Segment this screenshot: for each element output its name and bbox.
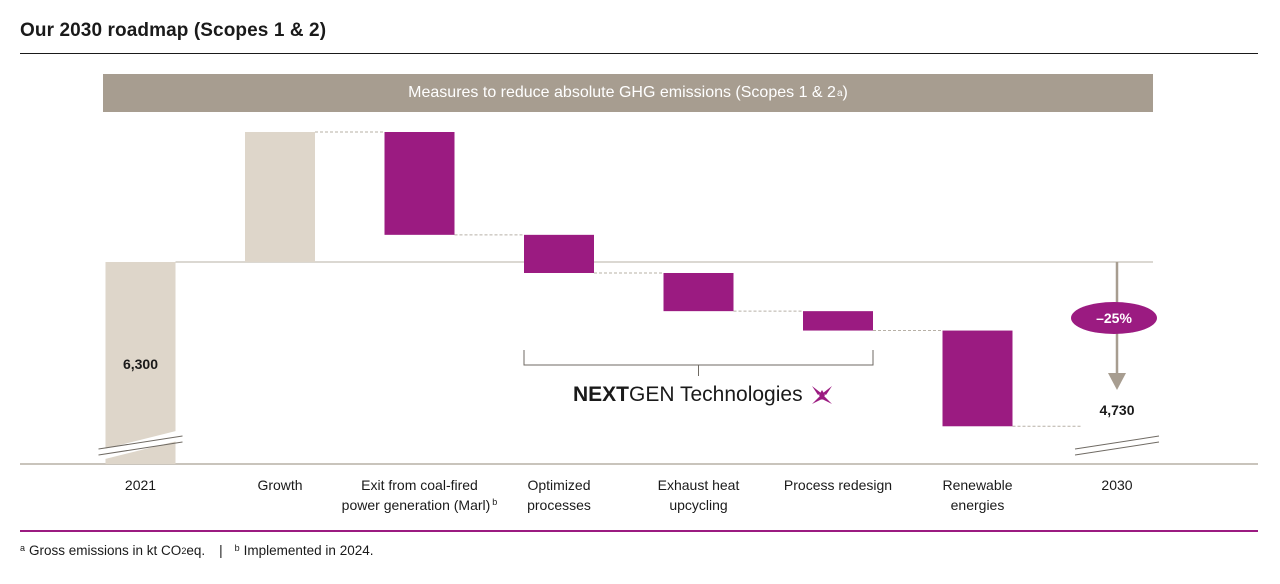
axis-break-gap-0 (96, 429, 185, 461)
axis-break-line-a-7 (1074, 435, 1160, 450)
category-label-1-line-0: Growth (257, 477, 302, 493)
chart-banner: Measures to reduce absolute GHG emission… (103, 74, 1153, 112)
bar-exhaust-heat-upcycling (663, 272, 734, 312)
change-arrow-head (1108, 373, 1126, 390)
category-label-0-line-0: 2021 (125, 477, 156, 493)
bar-optimized-processes (524, 234, 594, 273)
footnote-a-marker: a (20, 542, 26, 553)
footnote-b-text: Implemented in 2024. (243, 543, 374, 558)
category-label-4-line-1: upcycling (669, 497, 727, 513)
footnote-b-marker: b (234, 542, 240, 553)
footnote-separator: | (219, 543, 223, 558)
nextgen-label-regular: GEN Technologies (629, 383, 803, 406)
bar-exit-from-coal-fired-power-generation-marl- (384, 132, 455, 235)
footnote-divider (20, 530, 1258, 532)
nextgen-bracket (523, 350, 874, 366)
category-label-4-line-0: Exhaust heat (658, 477, 740, 493)
category-label-3-line-0: Optimized (527, 477, 590, 493)
category-label-2-line-1: power generation (Marl) b (342, 497, 498, 513)
category-label-7-line-0: 2030 (1101, 477, 1132, 493)
banner-footnote-marker: a (836, 87, 843, 99)
category-label-3-line-1: processes (527, 497, 591, 513)
bar-growth (245, 132, 315, 262)
value-label-2030: 4,730 (1099, 402, 1134, 418)
axis-break-gap-7 (1073, 429, 1161, 461)
axis-break-line-b-7 (1074, 441, 1160, 456)
title-divider (20, 53, 1258, 54)
category-label-6-line-1: energies (951, 497, 1005, 513)
footnote-a-subscript: 2 (181, 545, 187, 556)
nextgen-label-bold: NEXT (573, 383, 630, 406)
bar-renewable-energies (942, 330, 1013, 427)
bar-2021 (105, 262, 176, 464)
footnote-a-text-pre: Gross emissions in kt CO (29, 543, 182, 558)
category-label-5-line-0: Process redesign (784, 477, 892, 493)
nextgen-star-icon (811, 386, 832, 404)
page-title: Our 2030 roadmap (Scopes 1 & 2) (20, 20, 327, 41)
category-label-6-line-0: Renewable (942, 477, 1012, 493)
footnote-a-text-post: eq. (186, 543, 206, 558)
axis-break-line-a-0 (98, 435, 183, 450)
axis-break-line-b-0 (98, 441, 183, 456)
bar-process-redesign (803, 311, 873, 331)
nextgen-technologies-label: NEXT GEN Technologies (573, 382, 835, 408)
category-footnote-marker: b (492, 497, 497, 507)
value-label-2021: 6,300 (123, 356, 158, 372)
banner-text: Measures to reduce absolute GHG emission… (408, 84, 836, 101)
category-label-2-line-0: Exit from coal-fired (361, 477, 478, 493)
banner-close-paren: ) (842, 84, 848, 101)
change-badge (1071, 302, 1157, 334)
footnotes: a Gross emissions in kt CO 2 eq. | b Imple… (20, 542, 374, 559)
change-label: –25% (1096, 310, 1132, 326)
